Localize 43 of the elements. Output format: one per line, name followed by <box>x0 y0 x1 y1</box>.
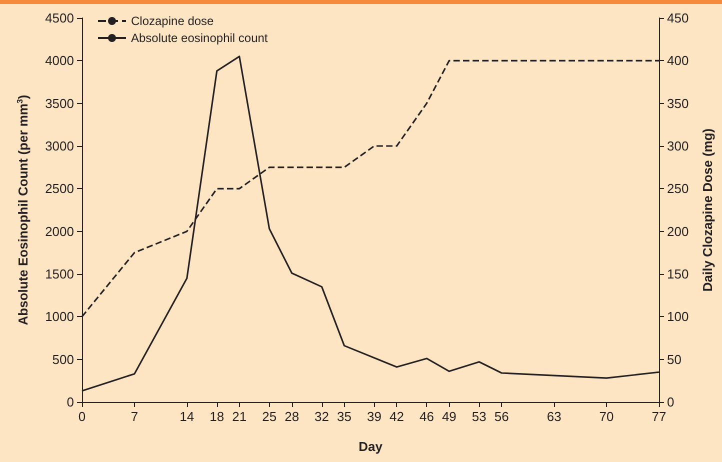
y-tick-label: 4000 <box>45 53 74 68</box>
y-tick-label: 2500 <box>45 181 74 196</box>
y2-tick-label: 400 <box>667 53 689 68</box>
y2-axis-title: Daily Clozapine Dose (mg) <box>700 128 715 292</box>
y2-tick-label: 100 <box>667 309 689 324</box>
x-tick-label: 39 <box>367 409 382 424</box>
x-tick-label: 53 <box>472 409 486 424</box>
x-tick-label: 46 <box>419 409 434 424</box>
x-tick-label: 7 <box>130 409 138 424</box>
x-tick-label: 56 <box>494 409 509 424</box>
legend-label: Clozapine dose <box>131 14 214 28</box>
x-tick-label: 14 <box>180 409 194 424</box>
y-tick-label: 1000 <box>45 309 74 324</box>
x-tick-label: 49 <box>442 409 456 424</box>
y-tick-label: 3500 <box>45 96 74 111</box>
y2-tick-label: 450 <box>667 10 689 26</box>
y-tick-label: 0 <box>66 394 74 410</box>
y-tick-label: 500 <box>52 352 74 367</box>
x-axis-title: Day <box>358 439 384 454</box>
y2-tick-label: 200 <box>667 224 689 239</box>
y-tick-label: 1500 <box>45 266 74 282</box>
x-tick-label: 42 <box>389 409 404 424</box>
y-axis-title: Absolute Eosinophil Count (per mm3) <box>16 94 30 326</box>
x-tick-label: 28 <box>284 409 300 424</box>
x-tick-label: 77 <box>652 409 666 424</box>
y2-tick-label: 250 <box>667 181 689 196</box>
y-tick-label: 2000 <box>45 224 74 239</box>
y2-tick-label: 350 <box>667 96 689 111</box>
x-tick-label: 25 <box>262 409 277 424</box>
y-tick-label: 4500 <box>45 10 74 26</box>
x-tick-label: 0 <box>78 409 86 424</box>
y2-tick-label: 150 <box>667 266 689 282</box>
x-tick-label: 32 <box>314 409 330 424</box>
y2-tick-label: 300 <box>667 138 689 154</box>
x-tick-label: 18 <box>210 409 224 424</box>
x-tick-label: 63 <box>546 409 562 424</box>
x-tick-label: 70 <box>599 409 614 424</box>
x-tick-label: 21 <box>232 409 247 424</box>
legend-label: Absolute eosinophil count <box>131 31 268 45</box>
y2-tick-label: 50 <box>667 352 682 367</box>
y2-tick-label: 0 <box>667 394 674 410</box>
y-tick-label: 3000 <box>45 138 74 154</box>
x-tick-label: 35 <box>337 409 352 424</box>
